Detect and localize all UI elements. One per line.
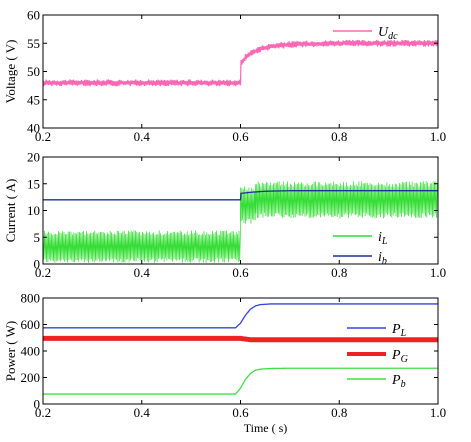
x-tick-label: 0.4 <box>134 405 151 420</box>
y-tick-label: 15 <box>27 176 40 191</box>
x-tick-label: 0.6 <box>232 129 249 144</box>
series-PL-line <box>43 303 438 329</box>
legend: PL PG Pb <box>347 322 408 390</box>
y-tick-label: 0 <box>34 257 41 272</box>
x-tick-label: 0.6 <box>232 265 249 280</box>
legend-entry: PG <box>391 348 408 365</box>
series-iL-band <box>43 181 438 263</box>
y-tick-label: 600 <box>21 317 41 332</box>
legend-entry: PL <box>391 322 407 339</box>
plot-area <box>43 181 438 263</box>
legend-entry: Udc <box>378 25 398 42</box>
y-tick-label: 200 <box>21 370 41 385</box>
x-tick-label: 1.0 <box>430 129 446 144</box>
legend: iL ib <box>333 230 388 267</box>
panel-1: 0.2 0.4 0.6 0.8 1.0 40 45 50 55 60 Voltage ( V) Udc <box>3 8 446 145</box>
x-tick-label: 0.2 <box>35 265 51 280</box>
y-tick-label: 800 <box>21 291 41 306</box>
series-ib-line <box>43 190 438 201</box>
y-tick-label: 20 <box>27 150 40 165</box>
panel-2: 0.2 0.4 0.6 0.8 1.0 0 5 10 15 20 Current ( A) iL ib <box>3 150 446 281</box>
y-tick-label: 10 <box>27 203 40 218</box>
series-PG-line <box>43 335 438 343</box>
plot-area <box>43 303 438 395</box>
y-axis-label: Power ( W) <box>3 321 18 381</box>
y-tick-label: 60 <box>27 8 40 23</box>
legend-entry: iL <box>378 230 388 247</box>
x-tick-label: 0.6 <box>232 405 249 420</box>
x-tick-label: 0.4 <box>134 265 151 280</box>
y-tick-label: 5 <box>34 230 41 245</box>
x-tick-label: 0.2 <box>35 405 51 420</box>
x-tick-label: 0.8 <box>331 129 347 144</box>
y-axis-label: Voltage ( V) <box>3 40 18 104</box>
y-tick-label: 50 <box>27 64 40 79</box>
y-axis-label: Current ( A) <box>3 179 18 243</box>
plot-area <box>43 39 438 87</box>
series-Udc-line <box>43 39 438 87</box>
legend: Udc <box>333 25 398 42</box>
legend-entry: Pb <box>391 373 406 390</box>
y-tick-label: 55 <box>27 36 40 51</box>
y-tick-label: 0 <box>34 397 41 412</box>
x-axis-label: Time ( s) <box>244 421 288 435</box>
x-tick-label: 0.8 <box>331 405 347 420</box>
series-Pb-line <box>43 367 438 395</box>
y-tick-label: 400 <box>21 344 41 359</box>
x-tick-label: 0.4 <box>134 129 151 144</box>
x-tick-label: 1.0 <box>430 405 446 420</box>
legend-entry: ib <box>378 250 387 267</box>
x-tick-label: 0.8 <box>331 265 347 280</box>
x-tick-label: 0.2 <box>35 129 51 144</box>
y-tick-label: 40 <box>27 121 40 136</box>
y-tick-label: 45 <box>27 92 40 107</box>
x-tick-label: 1.0 <box>430 265 446 280</box>
